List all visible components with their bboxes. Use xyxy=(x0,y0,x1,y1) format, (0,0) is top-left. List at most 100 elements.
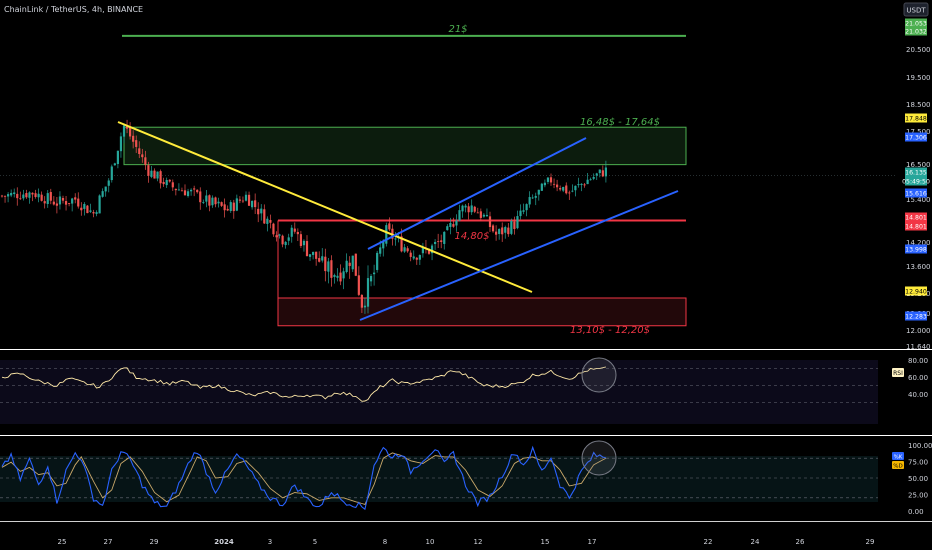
candle-body xyxy=(598,169,601,174)
candle-body xyxy=(183,190,187,196)
stoch-tick-label: 75.00 xyxy=(908,459,928,467)
candle-body xyxy=(263,209,266,224)
candle-body xyxy=(217,201,220,204)
candle-body xyxy=(92,212,95,214)
price-tick-label: 17.500 xyxy=(906,128,931,136)
candle-body xyxy=(308,254,312,257)
price-tag xyxy=(905,176,927,186)
stoch-highlight-circle xyxy=(581,440,617,476)
candle-body xyxy=(546,177,550,182)
stoch-d-line xyxy=(1,452,607,505)
candle-body xyxy=(186,191,190,197)
candle-body xyxy=(10,192,13,196)
candle-body xyxy=(241,200,245,202)
currency-button-label[interactable]: USDT xyxy=(906,7,926,15)
candle-body xyxy=(354,253,357,276)
candle-body xyxy=(113,163,116,166)
candle-body xyxy=(574,185,577,191)
candle-body xyxy=(452,224,455,227)
channel-lower-line xyxy=(359,190,679,321)
candle-body xyxy=(80,207,83,211)
candle-body xyxy=(275,235,278,238)
candle-body xyxy=(302,240,306,246)
candle-body xyxy=(104,186,107,192)
stoch-tick-label: 25.00 xyxy=(908,492,928,500)
candle-body xyxy=(488,216,492,227)
candle-body xyxy=(232,202,235,212)
candle-body xyxy=(171,182,174,188)
time-tick-label: 24 xyxy=(751,538,760,546)
candle-body xyxy=(412,256,415,259)
currency-button[interactable] xyxy=(903,2,929,17)
candle-body xyxy=(89,210,92,212)
candle-body xyxy=(247,194,251,206)
time-tick-label: 29 xyxy=(866,538,875,546)
candle-body xyxy=(226,208,229,211)
candle-body xyxy=(299,234,302,246)
candle-body xyxy=(43,201,46,204)
candle-body xyxy=(37,193,40,198)
price-tag-label: 16.135 xyxy=(905,170,927,177)
time-tick-label: 17 xyxy=(588,538,597,546)
candle-body xyxy=(418,255,421,260)
price-tag-label: 05:49:50 xyxy=(902,179,930,186)
price-tag xyxy=(905,132,927,142)
candle-body xyxy=(507,227,510,235)
price-tag xyxy=(905,221,927,231)
candle-body xyxy=(71,198,74,204)
candle-body xyxy=(223,204,226,211)
candle-body xyxy=(202,202,205,203)
price-tag-label: 15.616 xyxy=(905,191,927,198)
candle-body xyxy=(595,173,598,176)
price-tag-label: 17.306 xyxy=(905,135,927,142)
candle-body xyxy=(482,214,485,217)
candle-body xyxy=(40,194,43,201)
candle-body xyxy=(476,212,479,214)
channel-upper-line xyxy=(367,137,587,250)
rsi-highlight-circle xyxy=(581,357,617,393)
candle-body xyxy=(586,179,589,185)
candle-body xyxy=(516,216,519,229)
candle-body xyxy=(77,198,80,207)
candle-body xyxy=(7,194,10,197)
candle-body xyxy=(13,192,16,195)
candle-body xyxy=(190,189,193,192)
candle-body xyxy=(339,272,342,282)
price-pane xyxy=(0,0,896,348)
candle-body xyxy=(400,236,403,252)
candle-body xyxy=(28,192,31,198)
candle-body xyxy=(58,196,62,205)
candle-body xyxy=(193,188,196,190)
time-tick-label: 2024 xyxy=(214,538,234,546)
candle-body xyxy=(501,227,504,235)
price-tag xyxy=(905,26,927,36)
rsi-tick-label: 60.00 xyxy=(908,374,928,382)
candle-body xyxy=(61,198,65,201)
candle-body xyxy=(244,194,248,201)
candle-body xyxy=(260,208,263,214)
candle-body xyxy=(290,227,293,237)
annotation-resistance-zone: 16,48$ - 17,64$ xyxy=(580,117,660,128)
candle-body xyxy=(604,167,607,177)
candle-body xyxy=(336,275,339,278)
candle-body xyxy=(229,202,232,211)
candle-body xyxy=(153,170,156,179)
candle-body xyxy=(592,177,595,179)
candle-body xyxy=(19,198,22,200)
candle-body xyxy=(366,278,370,307)
candle-body xyxy=(333,275,336,277)
candle-body xyxy=(327,261,330,272)
candle-body xyxy=(293,228,296,232)
candle-body xyxy=(394,238,397,240)
stoch-tick-label: 100.00 xyxy=(908,442,932,450)
candle-body xyxy=(467,206,470,213)
rsi-legend-tag xyxy=(892,368,904,377)
candle-body xyxy=(211,197,214,206)
candle-body xyxy=(144,157,147,165)
price-tick-label: 12.000 xyxy=(906,327,931,335)
candle-body xyxy=(165,180,168,186)
candle-body xyxy=(449,223,452,227)
candle-body xyxy=(427,248,431,254)
time-tick-label: 27 xyxy=(104,538,113,546)
